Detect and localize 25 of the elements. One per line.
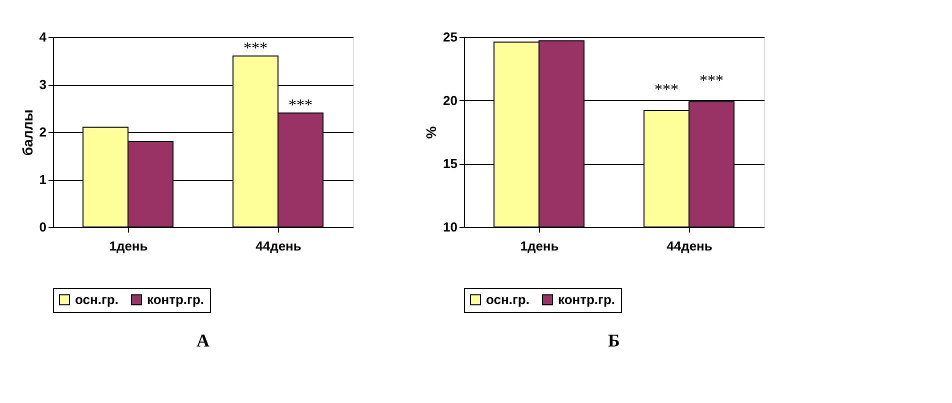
y-axis-title: баллы: [19, 109, 36, 156]
annotation: ***: [288, 97, 312, 114]
legend-label: контр.гр.: [147, 292, 204, 307]
annotation: ***: [244, 40, 268, 57]
legend-label: осн.гр.: [486, 292, 530, 307]
x-tick-label: 44день: [256, 238, 302, 254]
x-tick-label: 1день: [520, 238, 559, 254]
y-tick-label: 25: [443, 30, 458, 44]
y-tick-label: 2: [39, 124, 46, 140]
x-tick-label: 1день: [109, 238, 148, 254]
y-axis-title: %: [423, 126, 440, 139]
y-tick-label: 1: [39, 172, 46, 187]
y-tick-label: 3: [39, 77, 46, 92]
annotation: ***: [700, 72, 724, 90]
text: А: [196, 330, 210, 350]
y-tick-label: 15: [443, 156, 458, 172]
legend-label: осн.гр.: [75, 292, 118, 307]
y-tick-label: 4: [39, 30, 48, 44]
x-tick-label: 44день: [666, 238, 712, 254]
y-tick-label: 20: [443, 92, 458, 108]
text: Б: [608, 330, 620, 350]
legend-label: контр.гр.: [558, 292, 616, 307]
y-tick-label: 10: [443, 220, 458, 234]
y-tick-label: 0: [39, 220, 46, 234]
annotation: ***: [654, 81, 678, 98]
